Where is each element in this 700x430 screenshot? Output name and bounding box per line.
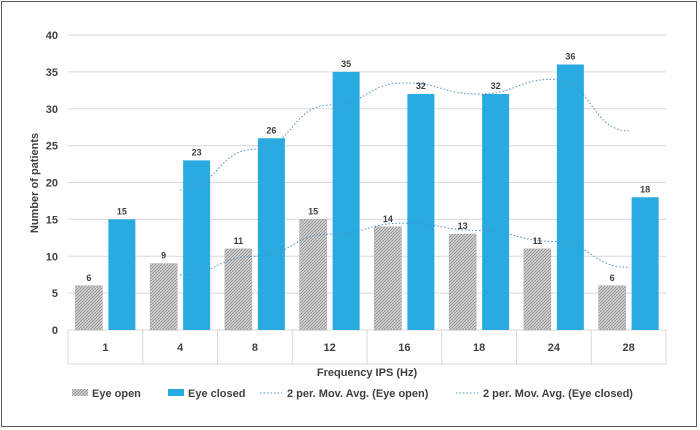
x-axis-title: Frequency IPS (Hz) xyxy=(317,367,418,379)
y-tick-label: 20 xyxy=(46,178,58,190)
y-tick-label: 10 xyxy=(46,251,58,263)
y-tick-label: 5 xyxy=(52,288,58,300)
legend-eye-closed: Eye closed xyxy=(168,388,245,400)
data-label-eye-open: 11 xyxy=(533,236,543,246)
legend: Eye open Eye closed 2 per. Mov. Avg. (Eye … xyxy=(72,388,633,400)
moving-average-eye-closed xyxy=(180,78,629,191)
data-label-eye-closed: 15 xyxy=(117,206,127,216)
data-label-eye-closed: 23 xyxy=(192,147,202,157)
y-tick-label: 40 xyxy=(46,30,58,42)
y-axis-title: Number of patients xyxy=(29,133,41,233)
legend-label: Eye closed xyxy=(188,388,245,400)
legend-ma-eye-closed: 2 per. Mov. Avg. (Eye closed) xyxy=(456,388,633,400)
data-label-eye-open: 15 xyxy=(308,206,318,216)
data-label-eye-open: 6 xyxy=(610,273,615,283)
bar-eye-closed xyxy=(257,138,285,330)
bar-eye-closed xyxy=(482,94,510,330)
data-label-eye-closed: 36 xyxy=(565,52,575,62)
bar-eye-closed xyxy=(108,219,136,330)
moving-average-eye-open xyxy=(180,222,629,276)
y-axis-ticks: 0 5 10 15 20 25 30 35 40 xyxy=(46,30,58,337)
y-tick-label: 25 xyxy=(46,141,58,153)
x-tick-label: 1 xyxy=(102,342,108,354)
y-tick-label: 15 xyxy=(46,214,58,226)
x-tick-label: 28 xyxy=(623,342,635,354)
bar-eye-closed xyxy=(407,94,435,330)
data-label-eye-open: 14 xyxy=(383,214,393,224)
legend-swatch xyxy=(168,389,184,396)
y-tick-label: 30 xyxy=(46,104,58,116)
bar-eye-open xyxy=(224,248,253,331)
data-label-eye-open: 6 xyxy=(86,273,91,283)
x-tick-label: 18 xyxy=(473,342,485,354)
bars xyxy=(75,64,659,331)
moving-average-lines xyxy=(180,78,629,276)
bar-eye-closed xyxy=(631,197,659,330)
x-tick-label: 12 xyxy=(324,342,336,354)
bar-eye-open xyxy=(598,285,626,331)
data-label-eye-open: 9 xyxy=(161,251,166,261)
x-tick-label: 8 xyxy=(252,342,258,354)
data-label-eye-closed: 35 xyxy=(341,59,351,69)
legend-label: 2 per. Mov. Avg. (Eye closed) xyxy=(483,388,633,400)
bar-eye-open xyxy=(75,285,103,331)
legend-label: 2 per. Mov. Avg. (Eye open) xyxy=(287,388,429,400)
data-label-eye-open: 11 xyxy=(234,236,244,246)
bar-eye-open xyxy=(374,226,402,331)
y-tick-label: 0 xyxy=(52,325,58,337)
data-label-eye-closed: 26 xyxy=(266,125,276,135)
x-tick-label: 16 xyxy=(398,342,410,354)
y-tick-label: 35 xyxy=(46,67,58,79)
x-tick-label: 4 xyxy=(177,342,184,354)
bar-eye-open xyxy=(299,219,327,331)
data-labels: 6 15 9 23 11 26 15 35 14 32 13 32 11 36 6 18 xyxy=(86,52,650,283)
x-tick-label: 24 xyxy=(548,342,561,354)
legend-swatch xyxy=(72,389,88,396)
data-label-eye-closed: 32 xyxy=(491,81,501,91)
x-axis-category-table: 1 4 8 12 16 18 24 28 xyxy=(67,329,667,365)
bar-eye-open xyxy=(149,263,178,331)
data-label-eye-closed: 32 xyxy=(416,81,426,91)
legend-eye-open: Eye open xyxy=(72,388,141,400)
legend-label: Eye open xyxy=(92,388,141,400)
legend-ma-eye-open: 2 per. Mov. Avg. (Eye open) xyxy=(260,388,429,400)
bar-eye-open xyxy=(448,233,477,331)
data-label-eye-open: 13 xyxy=(458,221,468,231)
bar-eye-closed xyxy=(183,160,211,330)
bar-eye-open xyxy=(523,248,552,331)
bar-eye-closed xyxy=(332,71,360,330)
bar-eye-closed xyxy=(556,64,584,330)
data-label-eye-closed: 18 xyxy=(640,184,650,194)
